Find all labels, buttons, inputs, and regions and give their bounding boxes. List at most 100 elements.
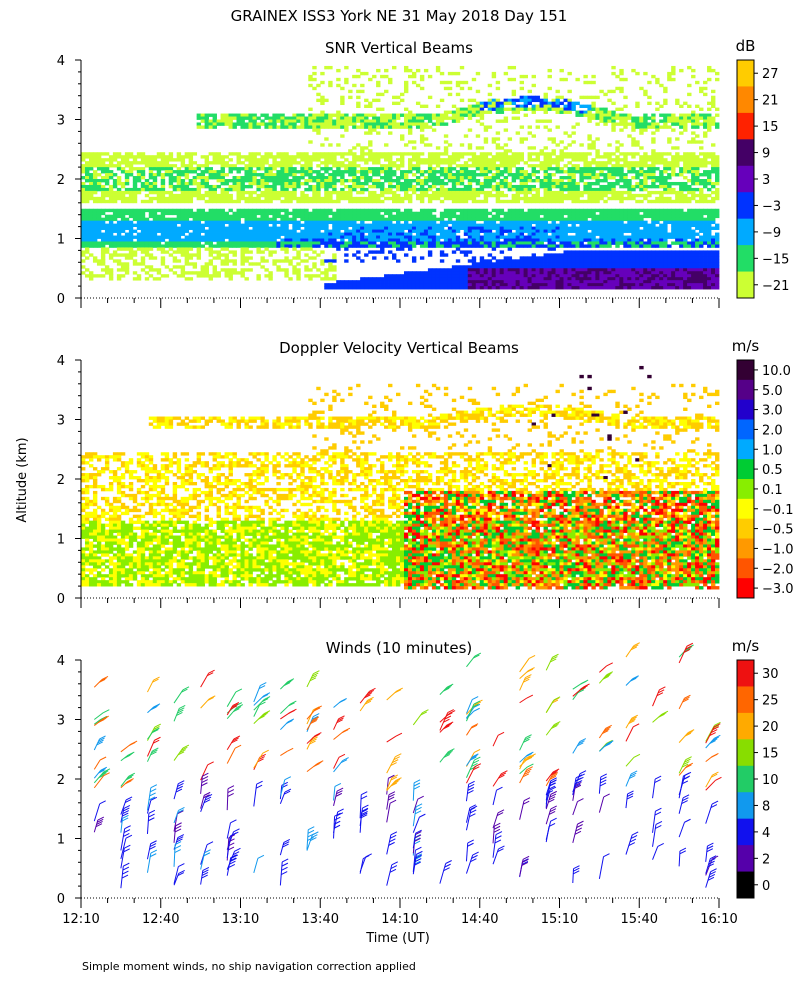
- snr-cell: [220, 181, 225, 186]
- snr-cell: [407, 235, 413, 239]
- snr-cell: [308, 268, 313, 272]
- snr-cell: [324, 235, 329, 239]
- snr-cell: [360, 122, 365, 126]
- snr-cell: [475, 241, 481, 245]
- snr-cell: [519, 262, 525, 266]
- snr-cell: [360, 241, 365, 245]
- snr-cell: [356, 238, 361, 242]
- snr-cell: [400, 199, 405, 204]
- snr-cell: [591, 232, 596, 236]
- snr-cell: [507, 238, 513, 242]
- snr-cell: [571, 235, 576, 239]
- snr-cell: [348, 164, 353, 168]
- snr-cell: [503, 217, 509, 222]
- snr-cell: [384, 283, 389, 287]
- snr-cell: [292, 113, 297, 117]
- snr-cell: [575, 122, 580, 126]
- snr-cell: [415, 280, 421, 284]
- snr-cell: [415, 119, 421, 123]
- snr-cell: [296, 181, 301, 186]
- snr-cell: [144, 161, 150, 165]
- snr-cell: [555, 125, 560, 129]
- snr-cell: [272, 226, 277, 230]
- snr-cell: [447, 214, 453, 219]
- snr-cell: [296, 253, 301, 257]
- snr-cell: [435, 283, 441, 287]
- snr-cell: [156, 187, 162, 192]
- snr-cell: [140, 184, 146, 189]
- snr-cell: [563, 223, 568, 227]
- snr-cell: [160, 167, 166, 171]
- snr-cell: [360, 170, 365, 174]
- snr-cell: [575, 286, 580, 290]
- snr-cell: [531, 265, 536, 269]
- snr-cell: [459, 110, 465, 114]
- snr-cell: [551, 265, 556, 269]
- snr-cell: [559, 274, 564, 278]
- snr-cell: [431, 152, 437, 156]
- snr-cell: [463, 170, 469, 174]
- snr-cell: [296, 277, 301, 281]
- snr-cell: [575, 167, 580, 171]
- snr-cell: [587, 211, 592, 216]
- snr-cell: [184, 199, 190, 204]
- snr-cell: [252, 232, 257, 236]
- snr-cell: [531, 211, 536, 216]
- snr-cell: [312, 113, 317, 117]
- snr-cell: [200, 193, 206, 198]
- snr-cell: [160, 229, 166, 233]
- snr-cell: [463, 241, 469, 245]
- snr-cell: [212, 184, 217, 189]
- snr-cell: [340, 190, 345, 195]
- snr-cell: [499, 152, 505, 156]
- snr-cell: [467, 274, 473, 278]
- snr-cell: [559, 95, 564, 100]
- snr-cell: [471, 199, 477, 204]
- snr-cell: [340, 211, 345, 216]
- snr-cell: [176, 232, 182, 236]
- snr-cell: [447, 277, 453, 281]
- snr-cell: [140, 238, 146, 242]
- snr-cell: [368, 152, 373, 156]
- snr-cell: [340, 86, 345, 91]
- snr-cell: [567, 220, 572, 225]
- snr-cell: [352, 220, 357, 225]
- snr-cell: [447, 92, 453, 97]
- snr-cell: [503, 262, 509, 266]
- snr-cell: [599, 232, 604, 236]
- snr-cell: [407, 193, 413, 198]
- snr-cell: [324, 113, 329, 117]
- snr-cell: [531, 262, 536, 266]
- snr-cell: [443, 80, 449, 85]
- snr-cell: [419, 256, 425, 260]
- snr-cell: [324, 158, 329, 162]
- snr-cell: [176, 211, 182, 216]
- snr-cell: [248, 113, 253, 117]
- snr-cell: [575, 265, 580, 269]
- snr-cell: [220, 211, 225, 216]
- snr-cell: [148, 211, 154, 216]
- snr-cell: [268, 155, 273, 159]
- snr-cell: [292, 271, 297, 275]
- snr-cell: [204, 241, 209, 245]
- snr-cell: [519, 181, 525, 186]
- snr-cell: [100, 176, 106, 180]
- snr-cell: [176, 199, 182, 204]
- snr-cell: [547, 184, 552, 189]
- snr-cell: [264, 244, 269, 248]
- snr-cell: [280, 167, 285, 171]
- snr-cell: [527, 176, 532, 180]
- snr-cell: [340, 125, 345, 129]
- snr-cell: [240, 176, 245, 180]
- snr-cell: [244, 241, 249, 245]
- snr-cell: [479, 101, 485, 106]
- snr-cell: [292, 265, 297, 269]
- snr-cell: [479, 268, 485, 272]
- snr-cell: [320, 98, 325, 103]
- snr-cell: [304, 229, 309, 233]
- snr-cell: [236, 152, 241, 156]
- snr-cell: [455, 110, 461, 114]
- snr-cell: [81, 187, 86, 192]
- snr-cell: [547, 196, 552, 201]
- snr-cell: [188, 256, 194, 260]
